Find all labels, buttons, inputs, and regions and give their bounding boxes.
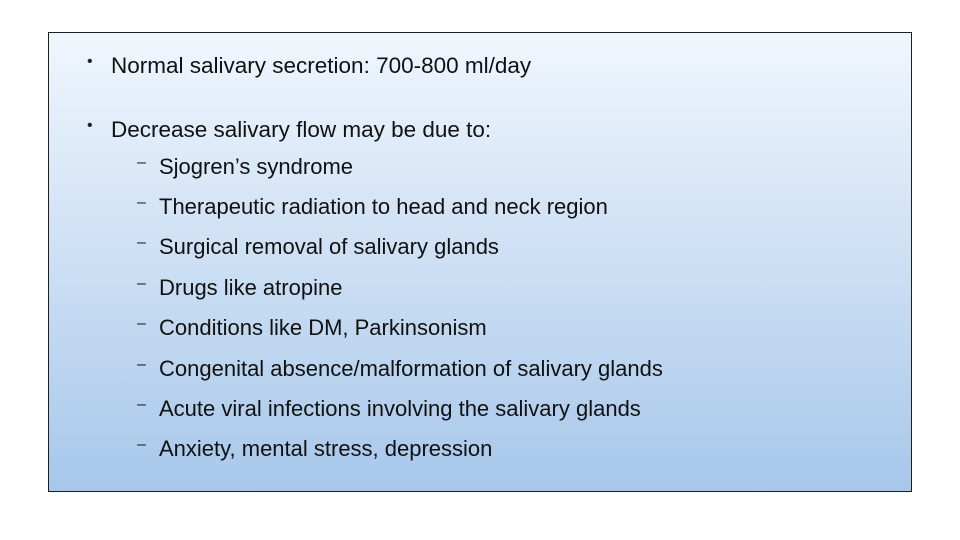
- bullet-list: Normal salivary secretion: 700-800 ml/da…: [83, 51, 883, 465]
- sub-bullet-list: Sjogren’s syndrome Therapeutic radiation…: [111, 152, 883, 465]
- list-item: Conditions like DM, Parkinsonism: [135, 313, 883, 343]
- list-item: Drugs like atropine: [135, 273, 883, 303]
- list-item: Congenital absence/malformation of saliv…: [135, 354, 883, 384]
- sub-bullet-text: Acute viral infections involving the sal…: [159, 396, 641, 421]
- list-item: Normal salivary secretion: 700-800 ml/da…: [83, 51, 883, 81]
- list-item: Acute viral infections involving the sal…: [135, 394, 883, 424]
- sub-bullet-text: Congenital absence/malformation of saliv…: [159, 356, 663, 381]
- list-item: Surgical removal of salivary glands: [135, 232, 883, 262]
- list-item: Therapeutic radiation to head and neck r…: [135, 192, 883, 222]
- bullet-text: Decrease salivary flow may be due to:: [111, 117, 491, 142]
- sub-bullet-text: Sjogren’s syndrome: [159, 154, 353, 179]
- sub-bullet-text: Therapeutic radiation to head and neck r…: [159, 194, 608, 219]
- list-item: Sjogren’s syndrome: [135, 152, 883, 182]
- sub-bullet-text: Anxiety, mental stress, depression: [159, 436, 492, 461]
- list-item: Decrease salivary flow may be due to: Sj…: [83, 115, 883, 464]
- bullet-text: Normal salivary secretion: 700-800 ml/da…: [111, 53, 531, 78]
- list-item: Anxiety, mental stress, depression: [135, 434, 883, 464]
- content-box: Normal salivary secretion: 700-800 ml/da…: [48, 32, 912, 492]
- sub-bullet-text: Drugs like atropine: [159, 275, 342, 300]
- sub-bullet-text: Conditions like DM, Parkinsonism: [159, 315, 487, 340]
- sub-bullet-text: Surgical removal of salivary glands: [159, 234, 499, 259]
- slide: Normal salivary secretion: 700-800 ml/da…: [0, 0, 960, 540]
